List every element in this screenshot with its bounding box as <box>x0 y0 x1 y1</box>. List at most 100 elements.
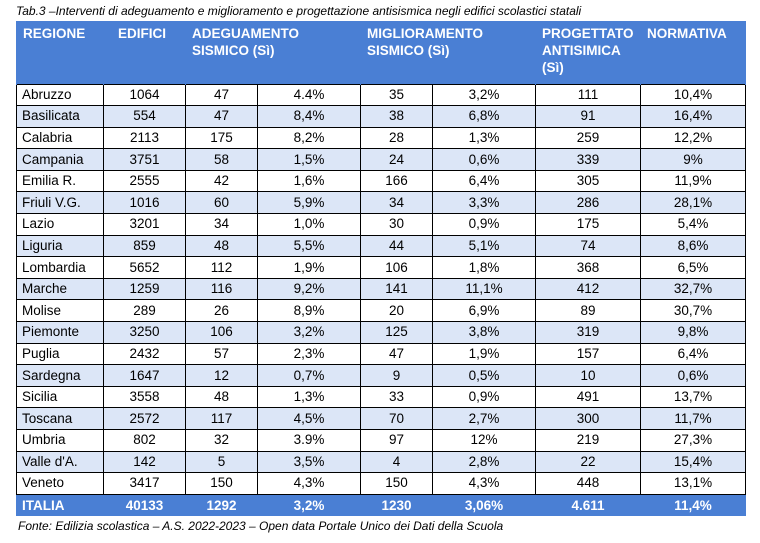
total-cell: 4.611 <box>535 494 642 517</box>
table-row: Molise 289 26 8,9% 20 6,9% 89 30,7% <box>16 299 747 323</box>
value-cell: 0,7% <box>256 364 362 387</box>
value-cell: 11,1% <box>432 277 537 301</box>
value-cell: 125 <box>360 321 434 344</box>
value-cell: 1,5% <box>256 148 362 171</box>
region-name-cell: Marche <box>16 277 104 301</box>
table-row: Umbria 802 32 3.9% 97 12% 219 27,3% <box>16 429 747 452</box>
value-cell: 22 <box>535 450 642 474</box>
value-cell: 4,3% <box>432 472 537 495</box>
table-body: Abruzzo 1064 47 4.4% 35 3,2% 111 10,4% Basilicat… <box>16 83 747 495</box>
value-cell: 3,8% <box>432 321 537 344</box>
value-cell: 141 <box>360 277 434 301</box>
value-cell: 47 <box>185 83 258 107</box>
value-cell: 412 <box>535 277 642 301</box>
table-row: Abruzzo 1064 47 4.4% 35 3,2% 111 10,4% <box>16 83 747 107</box>
value-cell: 5652 <box>103 256 186 279</box>
total-row: ITALIA 40133 1292 3,2% 1230 3,06% 4.611 … <box>16 494 747 517</box>
value-cell: 1,0% <box>256 213 362 236</box>
value-cell: 5,4% <box>640 213 747 236</box>
value-cell: 24 <box>360 148 434 171</box>
value-cell: 47 <box>185 105 258 128</box>
total-cell: 1230 <box>360 494 434 517</box>
header-adeguamento: ADEGUAMENTO SISMICO (Sì) <box>184 21 362 84</box>
value-cell: 286 <box>535 191 642 215</box>
total-cell: 3,06% <box>432 494 537 517</box>
value-cell: 2,8% <box>432 450 537 474</box>
header-regione: REGIONE <box>16 21 104 84</box>
value-cell: 16,4% <box>640 105 747 128</box>
region-name-cell: Toscana <box>16 407 104 430</box>
value-cell: 3417 <box>103 472 186 495</box>
value-cell: 5,5% <box>256 234 362 258</box>
value-cell: 3558 <box>103 385 186 409</box>
value-cell: 219 <box>535 429 642 452</box>
table-row: Campania 3751 58 1,5% 24 0,6% 339 9% <box>16 148 747 171</box>
value-cell: 0,5% <box>432 364 537 387</box>
total-cell: 40133 <box>103 494 186 517</box>
value-cell: 150 <box>185 472 258 495</box>
value-cell: 28 <box>360 126 434 150</box>
value-cell: 150 <box>360 472 434 495</box>
value-cell: 0,9% <box>432 385 537 409</box>
region-name-cell: Campania <box>16 148 104 171</box>
table-row: Puglia 2432 57 2,3% 47 1,9% 157 6,4% <box>16 342 747 366</box>
value-cell: 1016 <box>103 191 186 215</box>
value-cell: 157 <box>535 342 642 366</box>
value-cell: 2432 <box>103 342 186 366</box>
value-cell: 166 <box>360 169 434 193</box>
value-cell: 11,7% <box>640 407 747 430</box>
region-name-cell: Lazio <box>16 213 104 236</box>
value-cell: 448 <box>535 472 642 495</box>
table-row: Valle d'A. 142 5 3,5% 4 2,8% 22 15,4% <box>16 450 747 474</box>
value-cell: 491 <box>535 385 642 409</box>
value-cell: 12 <box>185 364 258 387</box>
value-cell: 111 <box>535 83 642 107</box>
value-cell: 1,3% <box>256 385 362 409</box>
table-row: Liguria 859 48 5,5% 44 5,1% 74 8,6% <box>16 234 747 258</box>
value-cell: 802 <box>103 429 186 452</box>
value-cell: 12% <box>432 429 537 452</box>
value-cell: 175 <box>185 126 258 150</box>
table-row: Basilicata 554 47 8,4% 38 6,8% 91 16,4% <box>16 105 747 128</box>
value-cell: 9 <box>360 364 434 387</box>
region-name-cell: Veneto <box>16 472 104 495</box>
total-cell: ITALIA <box>16 494 104 517</box>
value-cell: 2572 <box>103 407 186 430</box>
value-cell: 6,9% <box>432 299 537 323</box>
value-cell: 5,9% <box>256 191 362 215</box>
value-cell: 106 <box>360 256 434 279</box>
value-cell: 116 <box>185 277 258 301</box>
value-cell: 34 <box>360 191 434 215</box>
value-cell: 142 <box>103 450 186 474</box>
value-cell: 32 <box>185 429 258 452</box>
value-cell: 3250 <box>103 321 186 344</box>
value-cell: 42 <box>185 169 258 193</box>
value-cell: 175 <box>535 213 642 236</box>
value-cell: 9,8% <box>640 321 747 344</box>
header-progettato: PROGETTATO ANTISIMICA (Sì) <box>535 21 642 84</box>
value-cell: 112 <box>185 256 258 279</box>
header-edifici: EDIFICI <box>103 21 186 84</box>
value-cell: 3201 <box>103 213 186 236</box>
table-row: Friuli V.G. 1016 60 5,9% 34 3,3% 286 28,1% <box>16 191 747 215</box>
value-cell: 2113 <box>103 126 186 150</box>
value-cell: 26 <box>185 299 258 323</box>
region-name-cell: Molise <box>16 299 104 323</box>
value-cell: 4 <box>360 450 434 474</box>
value-cell: 8,2% <box>256 126 362 150</box>
value-cell: 48 <box>185 385 258 409</box>
value-cell: 1064 <box>103 83 186 107</box>
region-name-cell: Puglia <box>16 342 104 366</box>
header-miglioramento: MIGLIORAMENTO SISMICO (Sì) <box>360 21 537 84</box>
region-name-cell: Sicilia <box>16 385 104 409</box>
table-row: Lombardia 5652 112 1,9% 106 1,8% 368 6,5% <box>16 256 747 279</box>
value-cell: 3,2% <box>432 83 537 107</box>
table-row: Piemonte 3250 106 3,2% 125 3,8% 319 9,8% <box>16 321 747 344</box>
value-cell: 28,1% <box>640 191 747 215</box>
value-cell: 10 <box>535 364 642 387</box>
value-cell: 368 <box>535 256 642 279</box>
region-name-cell: Piemonte <box>16 321 104 344</box>
value-cell: 35 <box>360 83 434 107</box>
value-cell: 27,3% <box>640 429 747 452</box>
region-name-cell: Lombardia <box>16 256 104 279</box>
